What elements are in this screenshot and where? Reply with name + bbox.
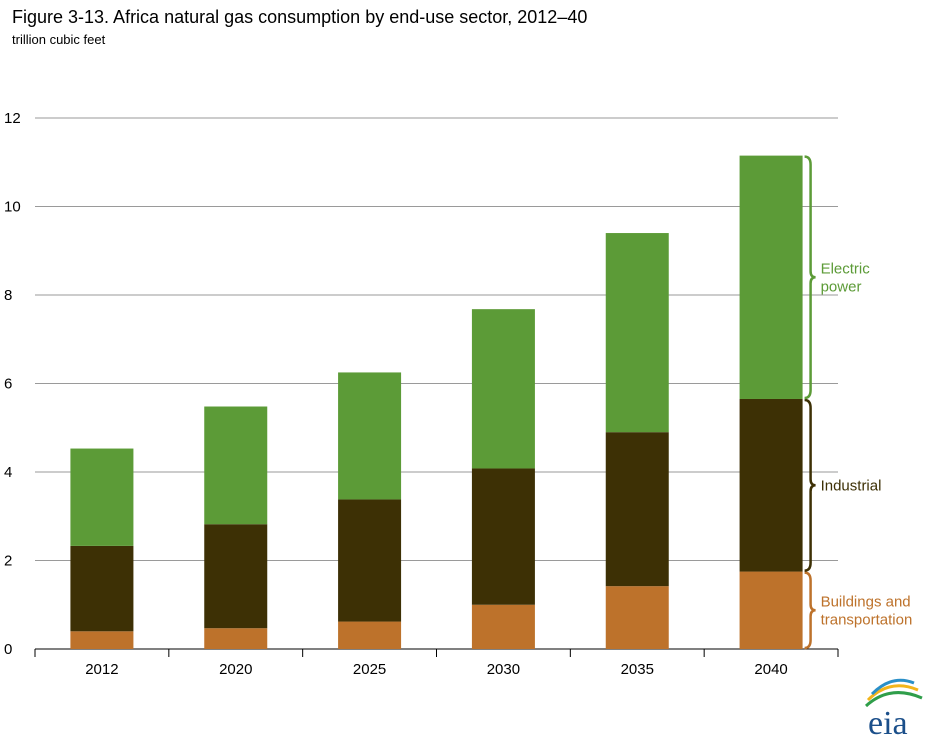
x-tick-label: 2012 — [85, 661, 118, 678]
y-tick-label: 0 — [4, 641, 12, 658]
logo-arc-yellow — [866, 684, 919, 702]
bar-segment-industrial — [70, 545, 134, 632]
bar-segment-industrial — [739, 398, 803, 572]
bar-segment-buildings-and-transportation — [70, 631, 134, 649]
y-tick-label: 4 — [4, 464, 12, 481]
bar-segment-electric-power — [70, 448, 134, 546]
bar-segment-buildings-and-transportation — [605, 586, 669, 649]
y-tick-label: 8 — [4, 287, 12, 304]
bar-segment-buildings-and-transportation — [338, 621, 402, 649]
logo-arc-blue — [870, 678, 915, 696]
bar-segment-industrial — [204, 524, 268, 629]
bar-segment-industrial — [605, 432, 669, 587]
bar-segment-electric-power — [338, 372, 402, 500]
legend-label-industrial: Industrial — [821, 477, 882, 494]
bar-segment-electric-power — [471, 309, 535, 469]
brace-industrial — [804, 398, 816, 572]
bar-segment-electric-power — [204, 406, 268, 525]
bar-segment-electric-power — [739, 155, 803, 399]
x-tick-label: 2030 — [487, 661, 520, 678]
chart-subtitle: trillion cubic feet — [12, 32, 106, 47]
x-tick-label: 2025 — [353, 661, 386, 678]
logo-arc-green — [864, 691, 923, 708]
y-tick-label: 6 — [4, 376, 12, 393]
y-tick-label: 12 — [4, 110, 21, 127]
bar-segment-industrial — [338, 499, 402, 622]
bar-segment-buildings-and-transportation — [204, 628, 268, 649]
y-tick-label: 10 — [4, 199, 21, 216]
x-tick-label: 2035 — [621, 661, 654, 678]
eia-logo: eia — [868, 705, 908, 740]
brace-electric-power — [804, 155, 816, 400]
x-tick-label: 2020 — [219, 661, 252, 678]
chart-title: Figure 3-13. Africa natural gas consumpt… — [12, 7, 588, 27]
legend-label-electric-power: Electric power — [821, 260, 871, 295]
legend-label-buildings-and-transportation: Buildings and transportation — [821, 593, 913, 628]
bar-segment-electric-power — [605, 233, 669, 433]
brace-buildings-and-transportation — [804, 571, 816, 650]
bar-segment-industrial — [471, 468, 535, 605]
x-tick-label: 2040 — [754, 661, 787, 678]
y-tick-label: 2 — [4, 553, 12, 570]
bar-segment-buildings-and-transportation — [739, 571, 803, 649]
bar-segment-buildings-and-transportation — [471, 604, 535, 649]
